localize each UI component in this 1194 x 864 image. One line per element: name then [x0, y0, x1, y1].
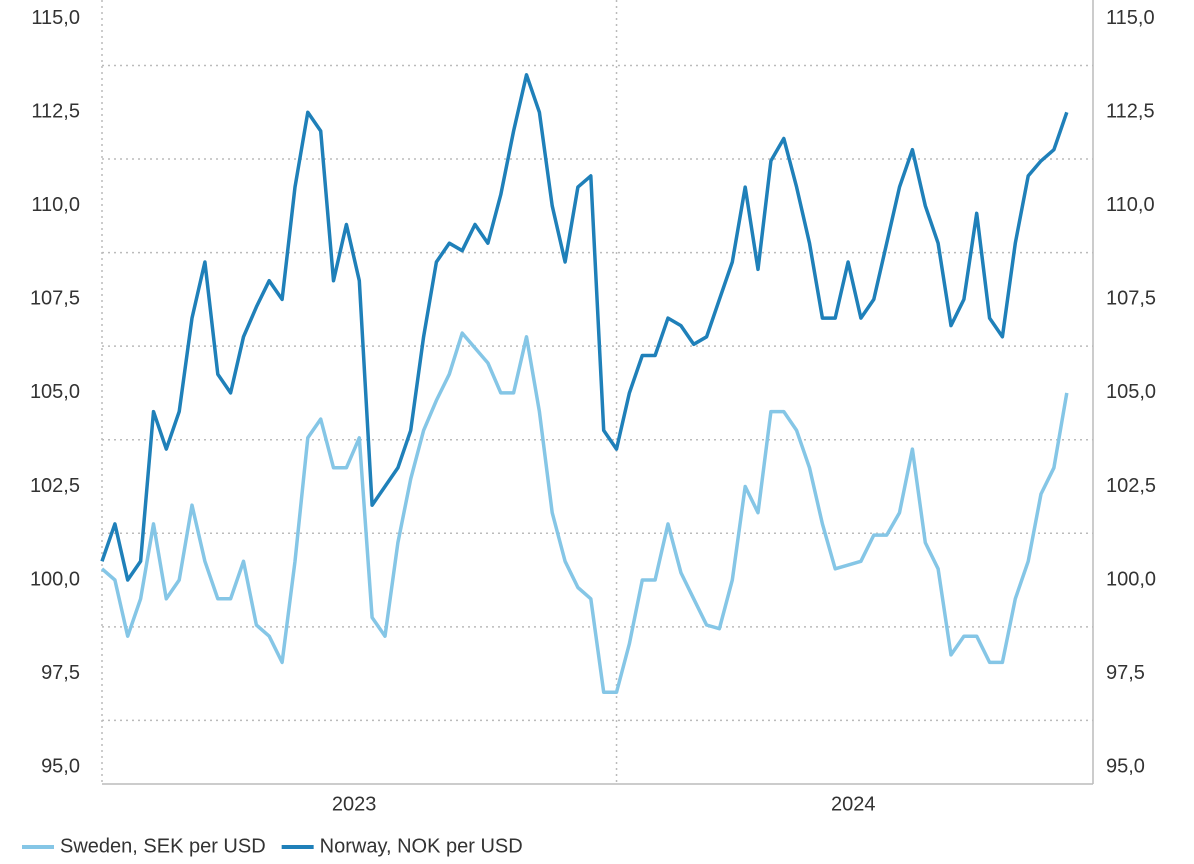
- legend-label: Sweden, SEK per USD: [60, 835, 266, 857]
- y2-tick-label: 97,5: [1106, 662, 1145, 684]
- y2-tick-label: 105,0: [1106, 381, 1156, 403]
- y2-tick-label: 112,5: [1106, 101, 1155, 123]
- series-line: [100, 73, 1069, 582]
- y2-tick-label: 115,0: [1106, 7, 1155, 29]
- y-tick-label: 102,5: [30, 475, 80, 497]
- series-line: [100, 331, 1069, 695]
- x-tick-label: 2023: [332, 793, 377, 815]
- y2-tick-label: 102,5: [1106, 475, 1156, 497]
- y2-tick-label: 100,0: [1106, 568, 1156, 590]
- y-tick-label: 115,0: [31, 7, 80, 29]
- y-tick-label: 107,5: [30, 288, 80, 310]
- x-tick-label: 2024: [831, 793, 876, 815]
- y-tick-label: 100,0: [30, 568, 80, 590]
- y-tick-label: 95,0: [41, 755, 80, 777]
- y2-tick-label: 107,5: [1106, 288, 1156, 310]
- y-tick-label: 110,0: [31, 194, 80, 216]
- legend-label: Norway, NOK per USD: [320, 835, 523, 857]
- y-tick-label: 97,5: [41, 662, 80, 684]
- y-tick-label: 112,5: [31, 101, 80, 123]
- y2-tick-label: 110,0: [1106, 194, 1155, 216]
- y2-tick-label: 95,0: [1106, 755, 1145, 777]
- y-tick-label: 105,0: [30, 381, 80, 403]
